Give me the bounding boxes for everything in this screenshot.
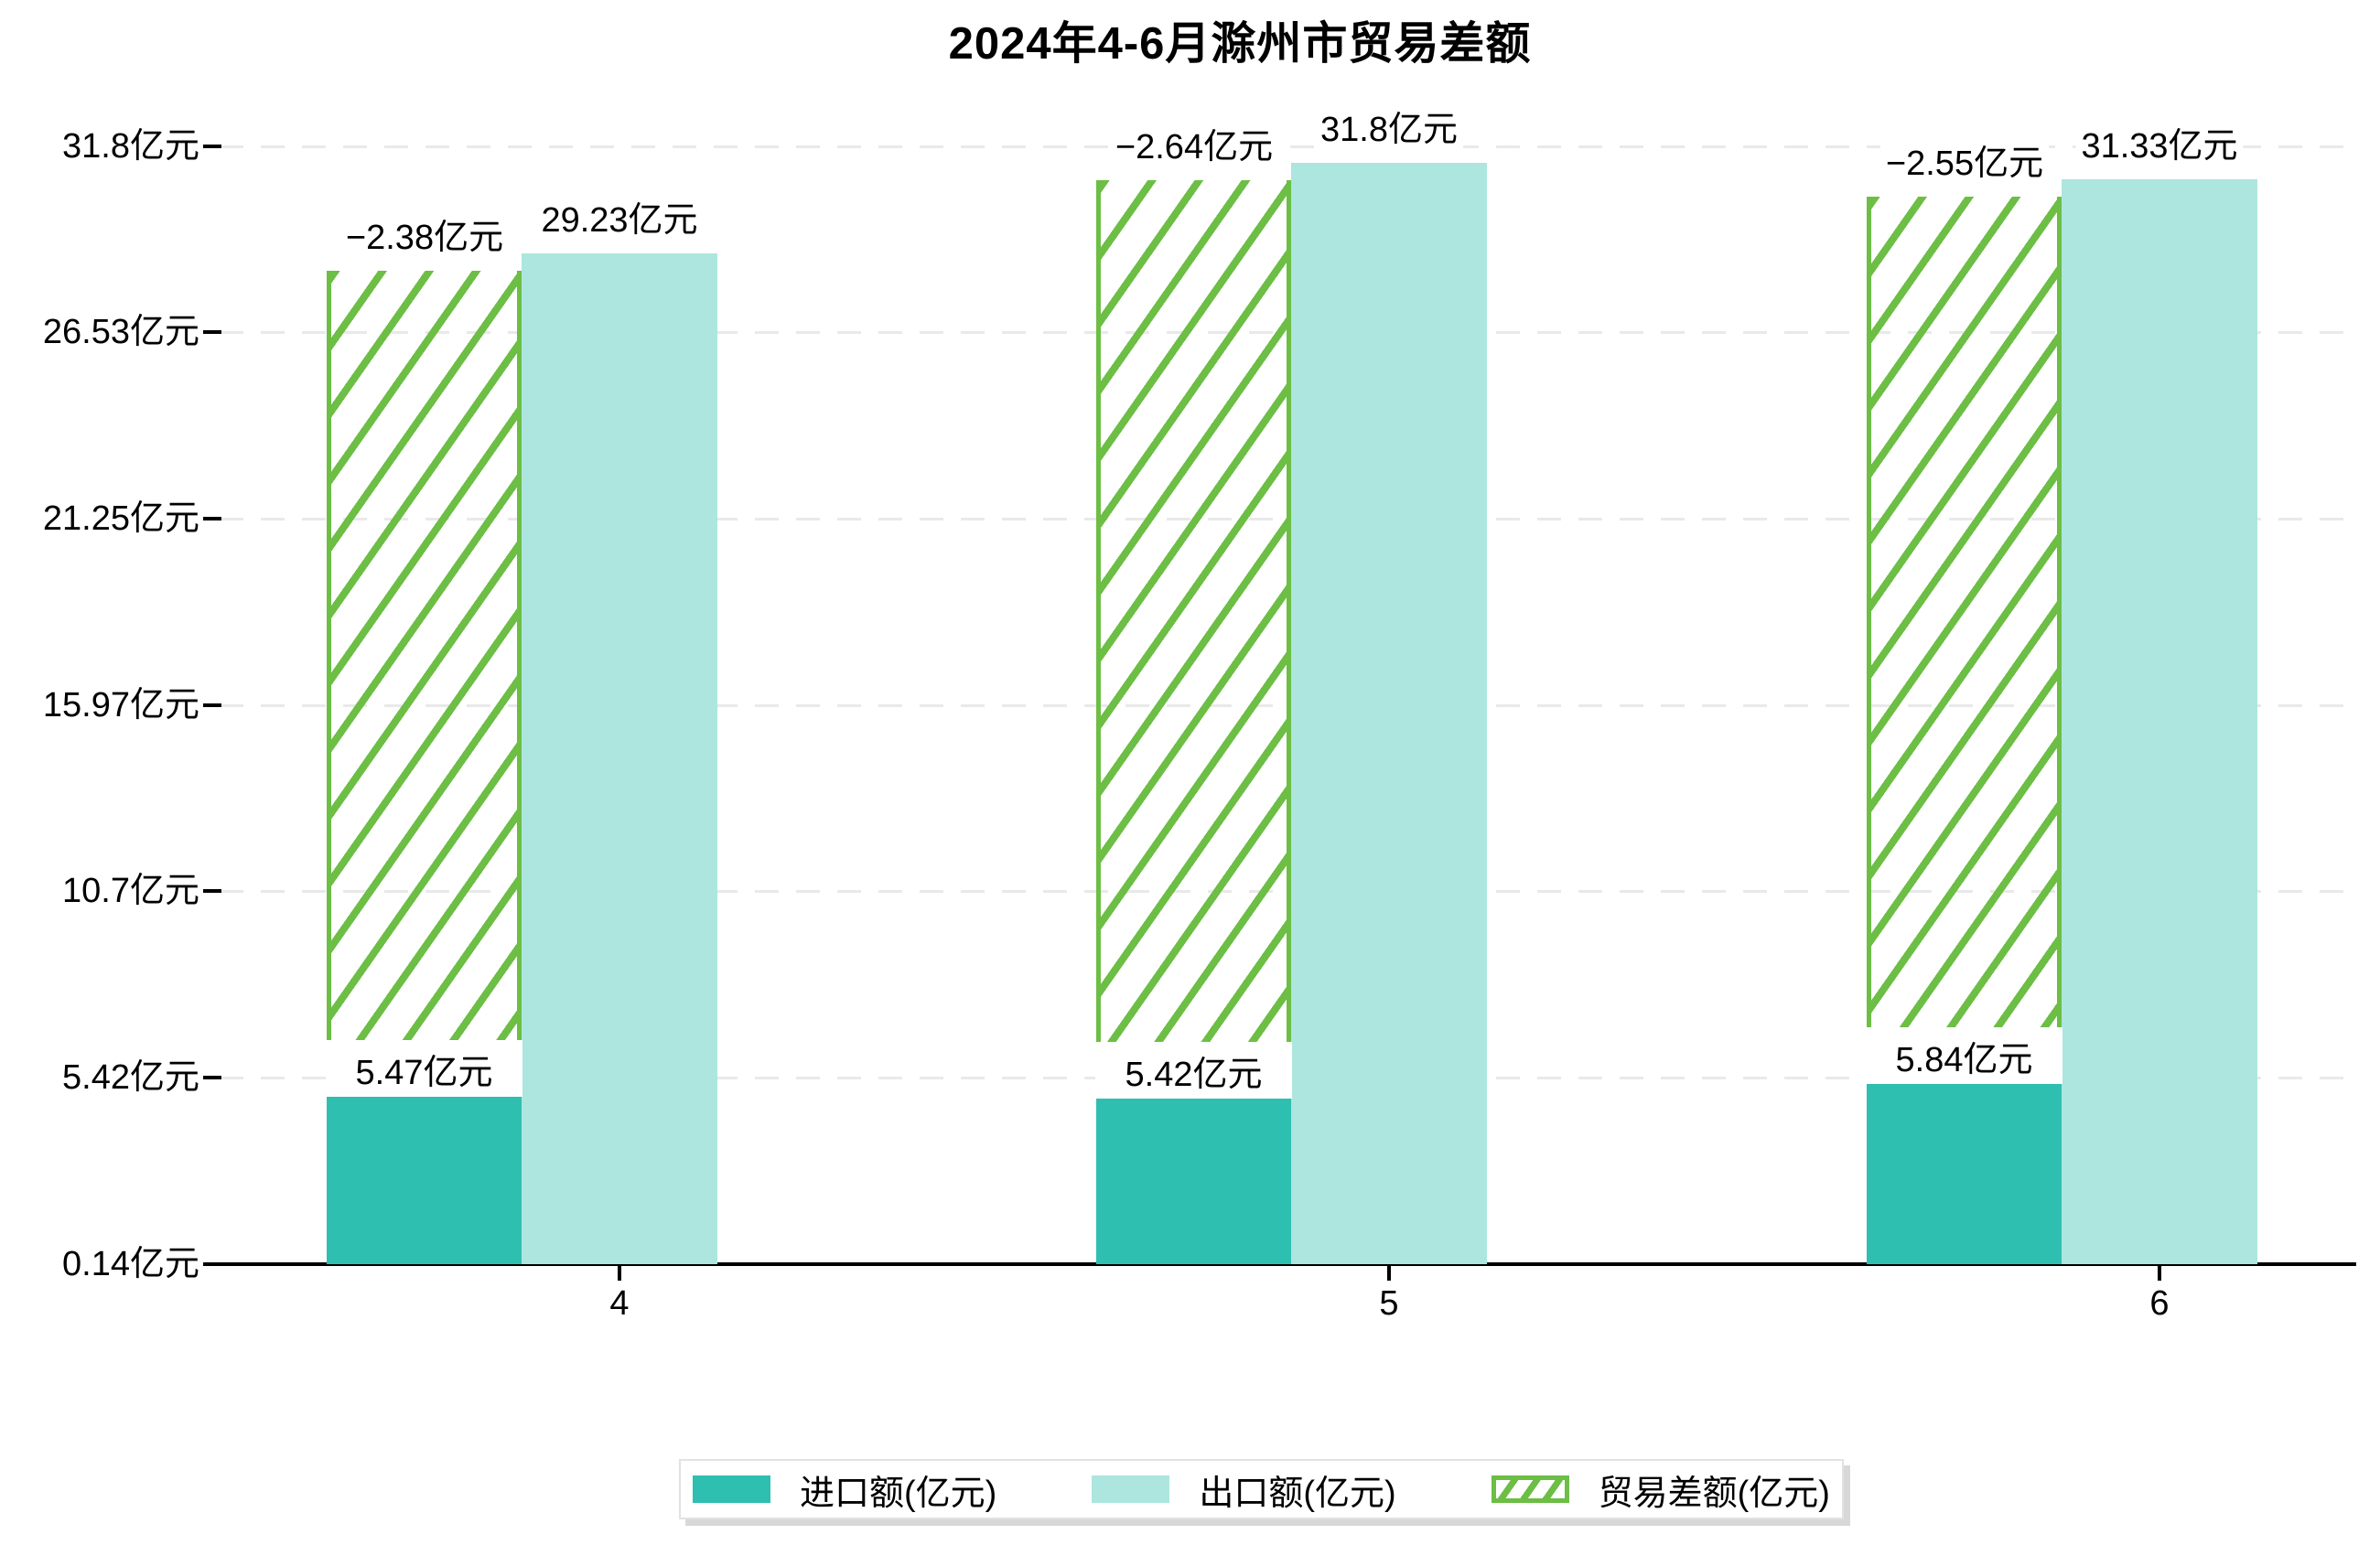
balance-value-label-4: −2.38亿元 [339,218,510,258]
import-value-label-4: 5.47亿元 [326,1040,522,1097]
y-tick-mark [203,703,221,707]
bar-balance-6 [1867,197,2062,1063]
export-value-label-5: 31.8亿元 [1315,110,1463,150]
x-tick-label-6: 6 [2149,1284,2170,1323]
h-gridline [220,145,2356,148]
y-tick-label: 31.8亿元 [62,127,199,166]
y-tick-mark [203,145,221,148]
bar-import-5 [1096,1094,1291,1264]
y-tick-label: 15.97亿元 [42,686,199,724]
legend-import-label: 进口额(亿元) [800,1474,997,1513]
bar-import-4 [327,1092,522,1264]
y-tick-label: 5.42亿元 [62,1058,199,1097]
legend-export-label: 出口额(亿元) [1199,1474,1396,1513]
chart-title: 2024年4-6月滁州市贸易差额 [948,19,1532,69]
balance-value-label-6: −2.55亿元 [1879,144,2050,184]
import-value-label-5: 5.42亿元 [1095,1042,1292,1099]
y-tick-mark [203,517,221,520]
y-tick-mark [203,889,221,893]
y-tick-label: 0.14亿元 [62,1245,199,1283]
y-tick-mark [203,1076,221,1079]
x-tick-mark-4 [618,1266,621,1281]
x-tick-label-4: 4 [609,1284,630,1323]
x-tick-mark-5 [1387,1266,1391,1281]
chart-legend: 进口额(亿元) 出口额(亿元) 贸易差额(亿元) [679,1459,1844,1519]
bar-balance-5 [1096,180,1291,1078]
export-value-label-6: 31.33亿元 [2075,126,2244,166]
export-value-label-4: 29.23亿元 [535,200,704,241]
bar-import-6 [1867,1079,2062,1264]
legend-import-swatch-icon [693,1475,770,1503]
x-axis-line [213,1262,2356,1266]
balance-value-label-5: −2.64亿元 [1109,127,1279,167]
import-value-label-6: 5.84亿元 [1866,1027,2062,1084]
y-tick-label: 26.53亿元 [42,313,199,351]
y-tick-label: 21.25亿元 [42,499,199,538]
legend-item-export: 出口额(亿元) [1092,1465,1396,1515]
bar-export-6 [2062,179,2257,1264]
y-tick-label: 10.7亿元 [62,872,199,910]
y-tick-mark [203,1262,221,1266]
legend-export-swatch-icon [1092,1475,1170,1503]
bar-balance-4 [327,271,522,1076]
bar-export-5 [1291,163,1487,1264]
y-tick-mark [203,330,221,334]
legend-balance-label: 贸易差额(亿元) [1598,1474,1830,1513]
x-tick-mark-6 [2158,1266,2161,1281]
legend-balance-swatch-icon [1491,1475,1569,1503]
x-tick-label-5: 5 [1379,1284,1399,1323]
legend-item-import: 进口额(亿元) [693,1465,996,1515]
legend-item-balance: 贸易差额(亿元) [1491,1465,1830,1515]
bar-export-4 [522,253,717,1264]
